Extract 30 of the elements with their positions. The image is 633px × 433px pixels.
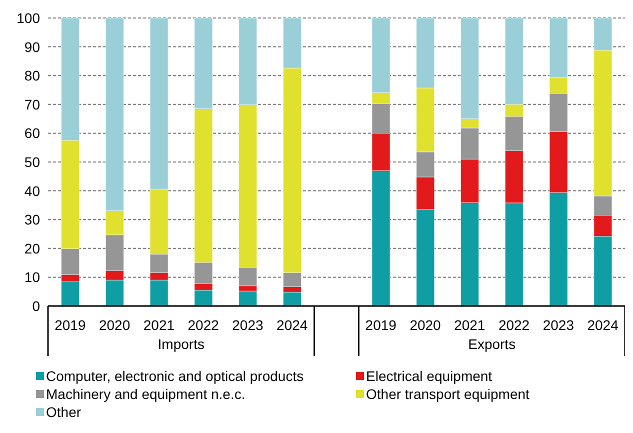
x-tick-label: 2022 [188,316,220,333]
y-tick-label: 30 [24,212,40,228]
legend-label: Machinery and equipment n.e.c. [46,386,246,402]
y-tick-label: 60 [24,125,40,142]
x-tick-label: 2024 [276,316,308,333]
y-tick-label: 80 [24,68,40,84]
y-tick-label: 10 [24,269,40,286]
y-tick-label: 100 [16,10,40,26]
y-tick-label: 0 [32,298,40,314]
legend-label: Other [46,404,82,420]
x-tick-label: 2021 [143,316,175,333]
x-tick-label: 2024 [587,316,619,333]
x-tick-label: 2019 [54,316,86,333]
x-tick-label: 2021 [454,316,486,333]
y-tick-label: 50 [24,154,40,170]
text: Imports [158,336,204,352]
y-tick-label: 90 [24,38,40,55]
legend-label: Computer, electronic and optical products [46,368,304,384]
y-tick-label: 70 [24,96,40,112]
text: Exports [468,336,516,352]
y-tick-label: 20 [24,240,40,256]
x-tick-label: 2020 [410,316,442,333]
x-tick-label: 2023 [232,316,264,333]
y-tick-label: 40 [24,182,40,199]
legend-label: Electrical equipment [366,368,492,384]
x-tick-label: 2019 [365,316,397,333]
x-tick-label: 2020 [99,316,130,333]
x-tick-label: 2023 [542,316,574,333]
legend-label: Other transport equipment [366,386,530,402]
x-tick-label: 2022 [498,316,530,333]
